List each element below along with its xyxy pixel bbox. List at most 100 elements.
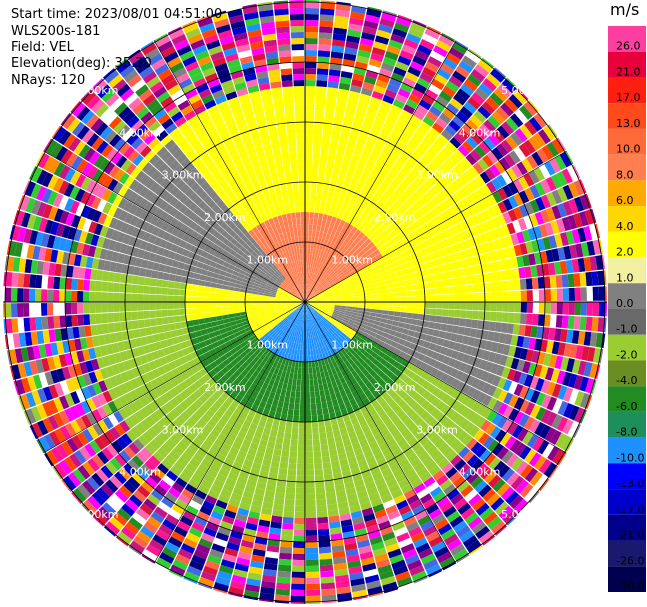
velocity-bin xyxy=(424,295,431,302)
velocity-bin xyxy=(371,90,384,101)
velocity-bin xyxy=(315,92,327,100)
velocity-bin xyxy=(320,152,328,160)
velocity-bin xyxy=(601,333,606,348)
velocity-bin xyxy=(380,166,390,176)
velocity-bin xyxy=(523,101,538,117)
velocity-bin xyxy=(478,141,491,154)
velocity-bin xyxy=(476,380,486,392)
velocity-bin xyxy=(362,81,375,91)
velocity-bin xyxy=(417,256,425,265)
velocity-bin xyxy=(328,184,336,192)
velocity-bin xyxy=(484,167,496,181)
velocity-bin xyxy=(589,363,599,379)
velocity-bin xyxy=(297,457,305,464)
velocity-bin xyxy=(422,152,433,164)
velocity-bin xyxy=(501,366,511,379)
velocity-bin xyxy=(499,157,511,171)
velocity-bin xyxy=(580,302,587,316)
velocity-bin xyxy=(365,139,376,149)
velocity-bin xyxy=(327,190,335,198)
velocity-bin xyxy=(331,172,339,181)
velocity-bin xyxy=(167,280,175,289)
velocity-bin xyxy=(436,287,443,295)
velocity-bin xyxy=(143,310,150,319)
velocity-bin xyxy=(370,308,377,313)
velocity-bin xyxy=(349,17,364,26)
velocity-bin xyxy=(507,182,519,195)
velocity-bin xyxy=(156,271,165,280)
velocity-bin xyxy=(469,149,482,162)
velocity-bin xyxy=(119,293,126,302)
velocity-bin xyxy=(326,276,332,282)
velocity-bin xyxy=(496,312,503,322)
velocity-bin xyxy=(508,394,519,408)
velocity-bin xyxy=(394,120,407,131)
velocity-bin xyxy=(364,305,371,309)
velocity-bin xyxy=(502,302,510,312)
velocity-bin xyxy=(447,236,456,246)
velocity-bin xyxy=(437,134,449,146)
velocity-bin xyxy=(538,164,551,179)
velocity-bin xyxy=(519,242,528,255)
velocity-bin xyxy=(412,296,419,302)
velocity-bin xyxy=(361,235,369,243)
velocity-bin xyxy=(434,73,448,86)
velocity-bin xyxy=(454,302,462,310)
velocity-bin xyxy=(314,463,323,470)
velocity-bin xyxy=(314,236,319,244)
velocity-bin xyxy=(474,87,489,101)
velocity-bin xyxy=(179,295,186,302)
velocity-bin xyxy=(579,316,587,331)
velocity-bin xyxy=(364,14,380,24)
velocity-bin xyxy=(472,292,479,302)
velocity-bin xyxy=(384,89,397,99)
velocity-bin xyxy=(321,309,327,313)
velocity-bin xyxy=(379,18,395,28)
velocity-bin xyxy=(289,445,298,452)
velocity-bin xyxy=(313,280,317,287)
velocity-bin xyxy=(318,244,324,251)
velocity-bin xyxy=(23,273,31,288)
velocity-bin xyxy=(522,254,531,267)
velocity-bin xyxy=(529,199,540,213)
velocity-bin xyxy=(336,281,343,286)
velocity-bin xyxy=(482,436,495,449)
velocity-bin xyxy=(35,303,42,317)
velocity-bin xyxy=(333,161,342,169)
velocity-bin xyxy=(314,308,321,313)
velocity-bin xyxy=(512,323,520,335)
velocity-bin xyxy=(320,270,325,277)
velocity-bin xyxy=(377,217,386,226)
velocity-bin xyxy=(506,168,518,182)
velocity-bin xyxy=(572,424,581,438)
velocity-bin xyxy=(357,49,371,59)
velocity-bin xyxy=(310,391,316,398)
velocity-bin xyxy=(455,65,470,79)
velocity-bin xyxy=(307,284,310,291)
velocity-bin xyxy=(305,439,313,446)
velocity-bin xyxy=(309,212,315,219)
velocity-bin xyxy=(374,263,382,270)
velocity-bin xyxy=(427,26,441,35)
velocity-bin xyxy=(584,209,595,225)
velocity-bin xyxy=(318,269,323,276)
velocity-bin xyxy=(448,294,455,302)
velocity-bin xyxy=(337,282,344,288)
velocity-bin xyxy=(341,64,354,73)
velocity-bin xyxy=(305,248,308,255)
velocity-bin xyxy=(47,276,55,289)
velocity-bin xyxy=(456,110,469,123)
velocity-bin xyxy=(404,279,412,286)
velocity-bin xyxy=(294,403,300,410)
velocity-bin xyxy=(331,197,338,205)
velocity-bin xyxy=(149,302,156,311)
velocity-bin xyxy=(399,286,407,292)
velocity-bin xyxy=(348,280,356,285)
velocity-bin xyxy=(296,481,305,488)
velocity-bin xyxy=(528,116,543,132)
velocity-bin xyxy=(227,306,234,311)
velocity-bin xyxy=(518,324,526,336)
velocity-bin xyxy=(239,295,246,299)
velocity-bin xyxy=(305,469,315,476)
velocity-bin xyxy=(321,140,330,148)
